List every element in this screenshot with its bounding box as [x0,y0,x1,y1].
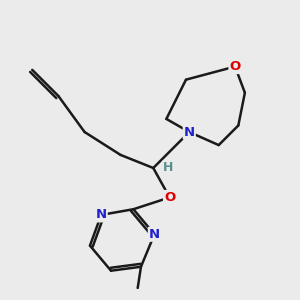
Text: O: O [230,60,241,73]
Text: H: H [163,161,173,175]
Text: N: N [149,228,160,241]
Text: O: O [164,191,175,204]
Text: N: N [184,125,195,139]
Text: N: N [96,208,107,221]
